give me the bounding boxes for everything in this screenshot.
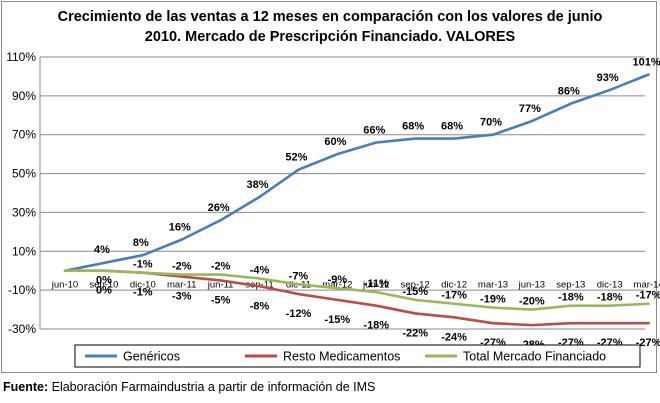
data-label: 77%: [519, 103, 541, 115]
data-label: 101%: [633, 56, 660, 68]
x-tick-label: jun-10: [51, 280, 78, 291]
data-label: -24%: [441, 331, 467, 343]
data-label: 60%: [324, 136, 346, 148]
data-label: 86%: [558, 86, 580, 98]
chart-title: Crecimiento de las ventas a 12 meses en …: [57, 9, 603, 45]
data-label: 93%: [597, 72, 619, 84]
x-tick-label: sep-10: [89, 280, 118, 291]
chart-frame: [1, 1, 657, 373]
source-note: Fuente: Elaboración Farmaindustria a par…: [3, 380, 375, 394]
data-label: -19%: [480, 294, 506, 306]
series-line: [63, 269, 650, 311]
data-label: -18%: [363, 320, 389, 332]
data-label: 0%: [96, 275, 112, 287]
data-label: -17%: [636, 290, 660, 302]
data-label: -18%: [597, 292, 623, 304]
x-tick-label: jun-11: [207, 280, 234, 291]
data-label: 4%: [94, 244, 110, 256]
x-tick-label: mar-14: [634, 280, 660, 291]
x-tick-label: sep-13: [556, 280, 585, 291]
legend-label: Total Mercado Financiado: [463, 350, 606, 364]
x-tick-label: mar-11: [167, 280, 196, 291]
data-label: -11%: [364, 278, 389, 290]
data-label: -4%: [250, 264, 270, 276]
data-label: 52%: [285, 152, 307, 164]
data-label: -18%: [558, 292, 584, 304]
y-tick-label: 10%: [12, 244, 36, 258]
data-label: -15%: [402, 286, 428, 298]
data-label: 26%: [208, 202, 230, 214]
y-tick-label: 90%: [12, 89, 36, 103]
y-tick-label: 70%: [12, 128, 36, 142]
data-label: 0%: [96, 285, 112, 297]
data-label: -22%: [402, 327, 428, 339]
data-label: -3%: [172, 291, 192, 303]
data-label: -9%: [328, 274, 348, 286]
y-tick-label: -30%: [8, 322, 36, 336]
data-label: -5%: [211, 294, 231, 306]
data-label: -20%: [519, 296, 545, 308]
data-label: -15%: [325, 314, 351, 326]
x-tick-label: dic-10: [130, 280, 156, 291]
x-tick-label: mar-12: [322, 280, 352, 291]
x-tick-label: jun-12: [362, 280, 389, 291]
data-label: -2%: [211, 261, 231, 273]
x-tick-label: dic-12: [441, 280, 467, 291]
y-tick-label: 30%: [12, 205, 36, 219]
data-label: -17%: [441, 290, 467, 302]
data-label: 70%: [480, 117, 502, 129]
data-label: 38%: [247, 179, 269, 191]
data-label: 66%: [363, 124, 385, 136]
x-tick-label: dic-13: [597, 280, 623, 291]
data-label: 68%: [402, 121, 424, 133]
data-label: -8%: [250, 300, 270, 312]
x-tick-label: jun-13: [518, 280, 545, 291]
data-label: -7%: [289, 270, 309, 282]
legend-label: Genéricos: [123, 350, 180, 364]
y-tick-label: 50%: [12, 167, 36, 181]
legend-box: [74, 344, 641, 368]
source-text: Elaboración Farmaindustria a partir de i…: [48, 380, 376, 394]
data-label: -1%: [133, 259, 153, 271]
data-label: -12%: [286, 308, 312, 320]
data-label: 68%: [441, 121, 463, 133]
x-tick-label: mar-13: [478, 280, 508, 291]
source-label: Fuente:: [3, 380, 49, 394]
data-label: 8%: [133, 237, 149, 249]
data-label: -27%: [636, 337, 660, 349]
x-tick-label: sep-12: [401, 280, 430, 291]
legend-label: Resto Medicamentos: [283, 350, 400, 364]
data-label: -1%: [133, 287, 153, 299]
y-tick-label: 110%: [6, 50, 36, 64]
data-label: -2%: [172, 261, 192, 273]
y-tick-label: -10%: [8, 283, 36, 297]
series-line: [63, 73, 650, 273]
data-label: 16%: [169, 222, 191, 234]
